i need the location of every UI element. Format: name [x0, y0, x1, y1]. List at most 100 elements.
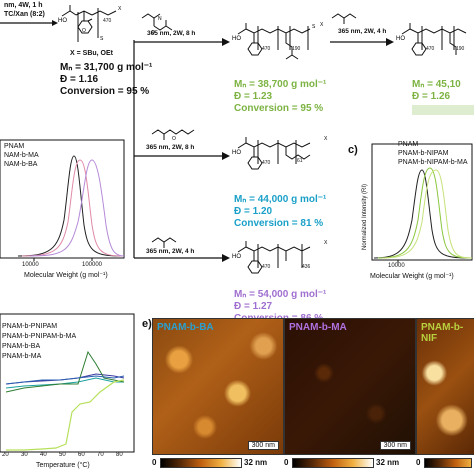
svg-text:O: O — [151, 30, 155, 36]
reaction-arrow-initial — [0, 20, 58, 26]
pnam-conversion: Conversion = 95 % — [60, 86, 150, 97]
ba-structure: HO X — [232, 136, 328, 170]
temp-legend-ma: PNAM-b-MA — [2, 353, 42, 360]
svg-text:X: X — [320, 22, 324, 28]
left-gpc-ma-curve — [29, 159, 125, 257]
ma-monomer — [151, 237, 177, 248]
temp-legend-nipamma: PNAM-b-PNIPAM-b-MA — [2, 333, 77, 340]
branch-line — [133, 40, 135, 258]
left-legend-pnam: PNAM — [4, 143, 25, 150]
triblock-sub1: 470 — [426, 46, 435, 52]
svg-text:HO: HO — [58, 18, 67, 24]
temp-teal-series — [5, 377, 124, 389]
right-gpc-frame — [371, 143, 473, 261]
ma-monomer-top — [331, 13, 357, 24]
right-legend-nipamma: PNAM-b-NIPAM-b-MA — [398, 159, 468, 166]
pnipam-sub1: 470 — [262, 46, 271, 52]
right-legend-nipam: PNAM-b-NIPAM — [398, 150, 449, 157]
right-xlabel: Molecular Weight (g mol⁻¹) — [370, 273, 454, 280]
right-legend-pnam: PNAM — [398, 141, 419, 148]
left-gpc-frame — [0, 139, 125, 259]
pnipam-dispersity: Đ = 1.23 — [234, 91, 273, 102]
initial-condition-2: TC/Xan (8:2) — [4, 11, 45, 18]
panel-e-label: e) — [142, 318, 152, 330]
colorbar-ma — [292, 458, 374, 468]
temperature-chart — [0, 313, 135, 453]
svg-text:HO: HO — [232, 150, 241, 156]
svg-text:X: X — [324, 136, 328, 142]
left-xlabel: Molecular Weight (g mol⁻¹) — [24, 272, 108, 279]
ma-sub1: 470 — [262, 264, 271, 270]
left-gpc-ba-curve — [21, 159, 123, 257]
afm-title-ma: PNAM-b-MA — [289, 322, 347, 333]
colorbar-nipam — [424, 458, 472, 468]
ba-dispersity: Đ = 1.20 — [234, 206, 273, 217]
cbar-min-nipam: 0 — [416, 458, 421, 467]
ba-sub1: 470 — [262, 160, 271, 166]
ba-sub2: 61 — [297, 158, 303, 164]
temp-frame — [0, 313, 135, 453]
reaction-arrow-triblock — [330, 38, 394, 46]
left-xtick-100000: 100000 — [82, 262, 103, 268]
left-gpc-chart — [0, 139, 125, 261]
reaction-arrow-ma — [134, 254, 230, 262]
temp-darkgreen-series — [5, 350, 125, 393]
temp-xtick-50: 50 — [59, 452, 66, 458]
afm-image-nipam: PNAM-b-NIF — [416, 318, 474, 455]
temp-xtick-40: 40 — [40, 452, 47, 458]
ba-conversion: Conversion = 81 % — [234, 218, 324, 229]
temp-xtick-30: 30 — [21, 452, 28, 458]
temp-xtick-60: 60 — [78, 452, 85, 458]
triblock-structure: HO — [396, 23, 467, 56]
temp-legend-ba: PNAM-b-BA — [2, 343, 41, 350]
svg-text:S: S — [312, 24, 316, 30]
nipam-monomer: N O — [140, 8, 200, 41]
cbar-min-ma: 0 — [284, 458, 289, 467]
ma-dispersity: Đ = 1.27 — [234, 301, 273, 312]
svg-text:O: O — [82, 28, 86, 34]
svg-text:HO: HO — [232, 36, 241, 42]
afm-image-ba: PNAM-b-BA 300 nm — [152, 318, 284, 455]
temp-blue-series — [5, 375, 125, 385]
reaction-arrow-pnipam — [134, 38, 230, 46]
temp-xtick-70: 70 — [97, 452, 104, 458]
panel-c-label: c) — [348, 144, 358, 156]
temp-lightgreen-series — [6, 379, 125, 451]
pnam-structure: HO O S X — [58, 5, 122, 42]
afm-title-nipam: PNAM-b-NIF — [421, 322, 464, 344]
afm-image-ma: PNAM-b-MA 300 nm — [284, 318, 416, 455]
svg-text:O: O — [172, 136, 176, 142]
right-ylabel: Normalized Intensity (RI) — [362, 183, 368, 250]
ma-structure: HO X — [232, 240, 328, 274]
pnam-mn: Mₙ = 31,700 g mol⁻¹ — [60, 62, 153, 73]
ma-mn: Mₙ = 54,000 g mol⁻¹ — [234, 289, 327, 300]
right-gpc-chart — [371, 143, 473, 263]
afm-scalebar-ba: 300 nm — [247, 441, 279, 450]
temp-xlabel: Temperature (°C) — [36, 462, 90, 469]
svg-text:HO: HO — [232, 254, 241, 260]
afm-scalebar-ma: 300 nm — [379, 441, 411, 450]
left-xtick-10000: 10000 — [22, 262, 39, 268]
afm-title-ba: PNAM-b-BA — [157, 322, 214, 333]
svg-text:N: N — [158, 16, 162, 22]
condition-to-pnipam: 365 nm, 2W, 8 h — [147, 30, 196, 37]
condition-to-ba: 365 nm, 2W, 8 h — [146, 144, 195, 151]
left-legend-ba: NAM-b-BA — [4, 161, 38, 168]
condition-to-ma: 365 nm, 2W, 4 h — [146, 248, 195, 255]
initial-condition-1: nm, 4W, 1 h — [4, 2, 43, 9]
ma-sub2: 436 — [302, 264, 311, 270]
right-xtick-10000: 10000 — [388, 263, 405, 269]
ba-monomer: O — [151, 129, 195, 142]
right-gpc-nipamma-curve — [381, 169, 473, 259]
cbar-min-ba: 0 — [152, 458, 157, 467]
x-group-label: X = SBu, OEt — [70, 50, 113, 57]
left-gpc-pnam-curve — [17, 155, 121, 257]
svg-text:S: S — [100, 36, 104, 42]
pnipam-mn: Mₙ = 38,700 g mol⁻¹ — [234, 79, 327, 90]
colorbar-ba — [160, 458, 242, 468]
triblock-mn: Mₙ = 45,10 — [412, 79, 461, 90]
triblock-sub2: 190 — [456, 46, 465, 52]
svg-text:X: X — [324, 240, 328, 246]
reaction-arrow-ba — [134, 152, 230, 160]
pnipam-structure: HO S X — [232, 22, 324, 60]
